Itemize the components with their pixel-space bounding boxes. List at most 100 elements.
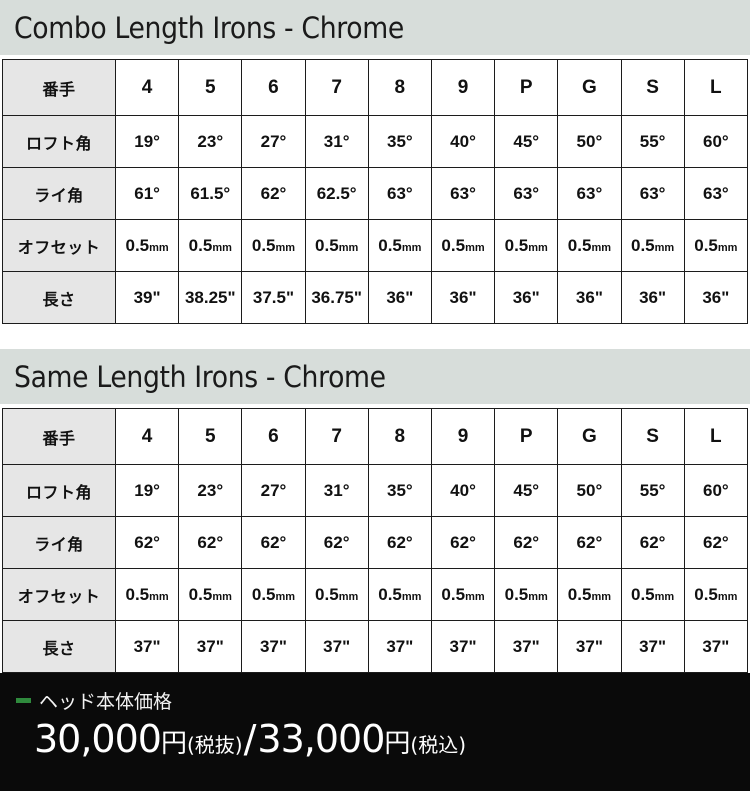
section-banner-combo-length: Combo Length Irons - Chrome: [0, 0, 750, 55]
row-label-lie: ライ角: [2, 167, 116, 220]
cell-length-p: 36": [494, 271, 559, 324]
section-title: Same Length Irons - Chrome: [14, 359, 386, 394]
cell-club-g: G: [557, 408, 622, 465]
cell-loft-5: 23°: [178, 115, 243, 168]
offset-value: 0.5: [188, 584, 213, 604]
offset-unit: mm: [465, 241, 485, 254]
cell-loft-7: 31°: [304, 115, 369, 168]
table-row-length: 長さ 37" 37" 37" 37" 37" 37" 37" 37" 37" 3…: [2, 620, 749, 673]
cell-offset-p: 0.5mm: [494, 568, 559, 621]
offset-unit: mm: [401, 590, 422, 603]
cell-length-l: 37": [683, 620, 749, 673]
cell-lie-g: 63°: [557, 167, 622, 220]
cell-club-l: L: [683, 408, 749, 465]
cell-club-6: 6: [241, 59, 306, 116]
row-label-club-number: 番手: [2, 408, 116, 465]
cell-length-9: 36": [430, 271, 496, 324]
offset-value: 0.5: [125, 584, 150, 604]
offset-unit: mm: [149, 241, 169, 254]
cell-lie-5: 61.5°: [178, 167, 243, 220]
yen-symbol-incl: 円: [384, 729, 411, 759]
cell-loft-s: 55°: [620, 115, 685, 168]
cell-lie-l: 62°: [683, 516, 749, 569]
offset-unit: mm: [275, 590, 296, 603]
cell-length-5: 37": [178, 620, 243, 673]
offset-value: 0.5: [441, 235, 466, 255]
cell-loft-4: 19°: [114, 464, 180, 517]
row-label-club-number: 番手: [2, 59, 116, 116]
offset-unit: mm: [528, 590, 548, 603]
offset-unit: mm: [212, 590, 232, 603]
cell-club-g: G: [557, 59, 622, 116]
row-label-loft: ロフト角: [2, 464, 116, 517]
cell-loft-9: 40°: [430, 115, 496, 168]
cell-offset-s: 0.5mm: [620, 568, 685, 621]
offset-value: 0.5: [694, 584, 718, 604]
cell-length-8: 36": [367, 271, 432, 324]
offset-value: 0.5: [315, 584, 339, 604]
offset-unit: mm: [654, 590, 675, 603]
cell-offset-6: 0.5mm: [241, 568, 306, 621]
cell-lie-8: 63°: [367, 167, 432, 220]
cell-length-s: 37": [620, 620, 685, 673]
offset-unit: mm: [149, 590, 169, 603]
cell-lie-4: 61°: [114, 167, 180, 220]
cell-length-6: 37.5": [241, 271, 306, 324]
offset-unit: mm: [465, 590, 485, 603]
offset-value: 0.5: [567, 584, 592, 604]
cell-club-8: 8: [367, 59, 432, 116]
cell-length-6: 37": [241, 620, 306, 673]
cell-length-s: 36": [620, 271, 685, 324]
offset-value: 0.5: [378, 584, 402, 604]
cell-loft-8: 35°: [367, 464, 432, 517]
section-title: Combo Length Irons - Chrome: [14, 10, 404, 45]
cell-length-p: 37": [494, 620, 559, 673]
cell-offset-4: 0.5mm: [114, 219, 180, 272]
offset-value: 0.5: [378, 235, 402, 255]
cell-club-s: S: [620, 59, 685, 116]
offset-unit: mm: [591, 590, 611, 603]
cell-loft-4: 19°: [114, 115, 180, 168]
cell-club-6: 6: [241, 408, 306, 465]
section-banner-same-length: Same Length Irons - Chrome: [0, 349, 750, 404]
banner-table-gap: [0, 55, 750, 59]
cell-length-4: 39": [114, 271, 180, 324]
cell-offset-s: 0.5mm: [620, 219, 685, 272]
offset-unit: mm: [717, 590, 738, 603]
cell-club-4: 4: [114, 59, 180, 116]
offset-value: 0.5: [251, 235, 276, 255]
cell-lie-s: 63°: [620, 167, 685, 220]
price-label: ヘッド本体価格: [39, 691, 173, 713]
row-label-length: 長さ: [2, 620, 116, 673]
cell-lie-g: 62°: [557, 516, 622, 569]
offset-value: 0.5: [188, 235, 213, 255]
price-amount-excluding-tax: 30,000: [34, 717, 162, 761]
cell-lie-8: 62°: [367, 516, 432, 569]
banner-table-gap: [0, 404, 750, 408]
table-row-loft: ロフト角 19° 23° 27° 31° 35° 40° 45° 50° 55°…: [2, 115, 749, 168]
cell-offset-9: 0.5mm: [430, 568, 496, 621]
cell-length-4: 37": [114, 620, 180, 673]
cell-loft-9: 40°: [430, 464, 496, 517]
offset-unit: mm: [338, 241, 359, 254]
cell-offset-g: 0.5mm: [557, 219, 622, 272]
spec-table-combo-length: 番手 4 5 6 7 8 9 P G S L ロフト角 19° 23° 27°: [2, 59, 749, 324]
table-row-lie: ライ角 61° 61.5° 62° 62.5° 63° 63° 63° 63° …: [2, 167, 749, 220]
offset-value: 0.5: [125, 235, 150, 255]
offset-value: 0.5: [567, 235, 592, 255]
spec-table-wrap-combo: 番手 4 5 6 7 8 9 P G S L ロフト角 19° 23° 27°: [0, 59, 750, 324]
cell-loft-6: 27°: [241, 464, 306, 517]
offset-value: 0.5: [630, 235, 655, 255]
offset-unit: mm: [338, 590, 359, 603]
cell-club-7: 7: [304, 408, 369, 465]
dash-icon: [16, 698, 31, 703]
cell-lie-l: 63°: [683, 167, 749, 220]
offset-value: 0.5: [694, 235, 718, 255]
cell-offset-p: 0.5mm: [494, 219, 559, 272]
cell-club-5: 5: [178, 59, 243, 116]
offset-unit: mm: [275, 241, 296, 254]
cell-length-l: 36": [683, 271, 749, 324]
table-row-length: 長さ 39" 38.25" 37.5" 36.75" 36" 36" 36" 3…: [2, 271, 749, 324]
cell-length-5: 38.25": [178, 271, 243, 324]
